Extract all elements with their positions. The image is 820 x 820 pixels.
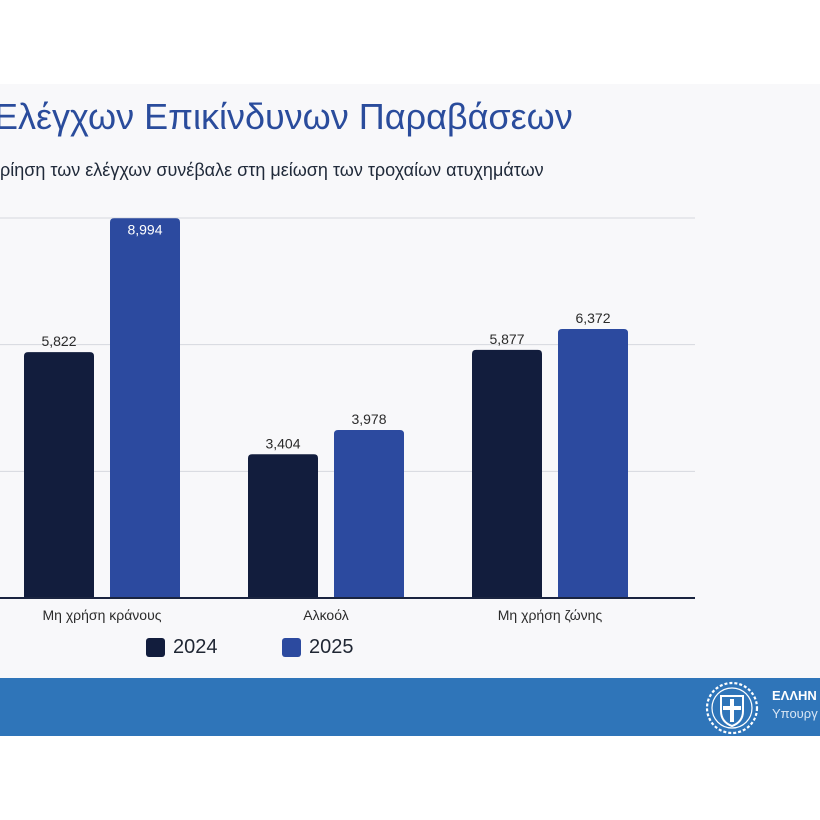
bar-chart: 5,822 8,994 3,404 3,978 5,877 6,372 Μη χρήση …	[0, 217, 695, 623]
coat-of-arms-icon	[705, 681, 759, 735]
value-label-2025-2: 6,372	[575, 310, 610, 326]
category-labels: Μη χρήση κράνους Αλκοόλ Μη χρήση ζώνης	[43, 607, 603, 623]
bar-2024-1[interactable]	[248, 454, 318, 598]
chart-card: Ελέγχων Επικίνδυνων Παραβάσεων ρίηση των…	[0, 84, 820, 736]
category-label-1: Αλκοόλ	[303, 607, 348, 623]
legend-label-2024: 2024	[173, 636, 218, 658]
legend-label-2025: 2025	[309, 636, 354, 658]
value-label-2024-2: 5,877	[489, 331, 524, 347]
legend-item-2024[interactable]: 2024	[146, 636, 218, 659]
category-label-2: Μη χρήση ζώνης	[498, 607, 603, 623]
chart-subtitle: ρίηση των ελέγχων συνέβαλε στη μείωση τω…	[0, 160, 544, 180]
footer-brand: ΕΛΛΗΝ	[772, 688, 817, 703]
footer-ministry: Υπουργ	[772, 706, 818, 721]
value-label-2024-0: 5,822	[41, 333, 76, 349]
category-label-0: Μη χρήση κράνους	[43, 607, 162, 623]
legend-swatch-2024	[146, 638, 165, 657]
value-label-2025-0: 8,994	[127, 221, 162, 237]
value-label-2025-1: 3,978	[351, 411, 386, 427]
legend-swatch-2025	[282, 638, 301, 657]
value-label-2024-1: 3,404	[265, 435, 300, 451]
bar-2025-0[interactable]	[110, 218, 180, 598]
footer-bar: ΕΛΛΗΝ Υπουργ	[0, 678, 820, 736]
bars	[24, 218, 628, 598]
bar-2025-2[interactable]	[558, 328, 628, 598]
legend-item-2025[interactable]: 2025	[282, 636, 354, 659]
value-labels: 5,822 8,994 3,404 3,978 5,877 6,372	[41, 221, 610, 451]
bar-2025-1[interactable]	[334, 430, 404, 598]
chart-title: Ελέγχων Επικίνδυνων Παραβάσεων	[0, 96, 573, 137]
bar-2024-2[interactable]	[472, 349, 542, 598]
bar-2024-0[interactable]	[24, 352, 94, 598]
